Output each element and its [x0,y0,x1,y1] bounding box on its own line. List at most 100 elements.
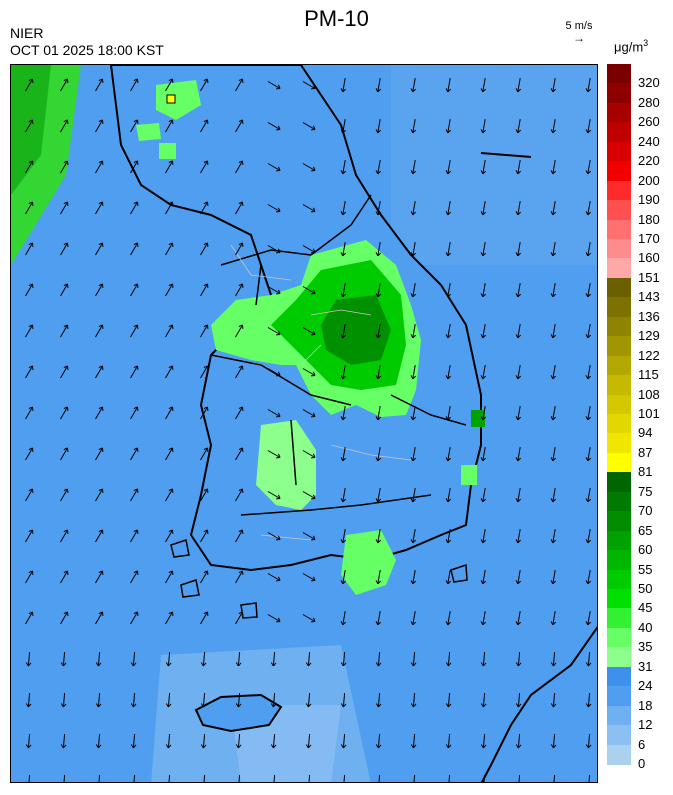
wind-arrow-head [98,488,104,493]
wind-arrow-head [25,703,32,708]
wind-arrow [342,365,346,379]
wind-arrow-head [515,293,522,298]
wind-arrow [412,365,416,379]
wind-arrow [517,119,521,133]
wind-arrow [95,611,103,625]
wind-arrow [447,488,451,502]
colorbar-segment [607,705,631,726]
wind-arrow-head [340,703,347,708]
wind-arrow [130,201,138,215]
colorbar-tick-label: 6 [638,736,646,752]
wind-arrow [377,242,381,256]
wind-arrow [165,365,173,379]
wind-arrow [60,160,68,174]
wind-arrow-head [515,88,522,93]
wind-arrow [267,81,281,89]
wind-arrow [342,570,346,584]
wind-arrow [342,324,346,338]
wind-arrow [447,160,451,174]
wind-arrow-head [480,498,487,503]
wind-arrow [95,242,103,256]
colorbar-segment [607,336,631,357]
colorbar-tick-label: 35 [638,639,653,655]
wind-arrow [517,201,521,215]
wind-arrow [377,692,381,708]
wind-arrow [377,529,381,543]
north-green-area [156,80,201,120]
wind-arrow-head [410,170,417,175]
wind-arrow-head [410,293,417,298]
wind-arrow [130,529,138,543]
wind-arrow [235,242,243,256]
wind-arrow-head [585,293,592,298]
colorbar-segment [607,355,631,376]
wind-arrow-head [133,570,139,575]
wind-arrow [235,283,243,297]
wind-arrow-head [168,119,174,124]
wind-arrow [587,611,591,625]
wind-arrow-head [515,334,522,339]
wind-arrow [302,204,316,212]
wind-arrow-head [305,703,312,708]
wind-arrow-head [550,457,557,462]
east-coast-green-patch [461,465,477,485]
wind-arrow-head [203,283,209,288]
wind-arrow [517,733,521,749]
wind-arrow-head [445,375,452,380]
wind-arrow-head [480,334,487,339]
wind-arrow [307,733,311,749]
wind-arrow-head [311,289,316,295]
wind-arrow-head [515,457,522,462]
wind-arrow-head [235,744,242,749]
wind-arrow [267,573,281,581]
wind-arrow [342,78,346,92]
wind-arrow-head [375,580,382,585]
wind-arrow [95,201,103,215]
agency-label: NIER [10,25,44,41]
hotspot-marker [166,94,176,104]
wind-arrow [95,160,103,174]
wind-arrow-head [515,375,522,380]
colorbar-tick-label: 170 [638,231,660,246]
wind-arrow-head [133,201,139,206]
wind-arrow [132,692,136,708]
colorbar-segment [607,569,631,590]
wind-arrow-head [203,447,209,452]
wind-arrow [552,201,556,215]
wind-arrow-head [515,539,522,544]
wind-arrow [587,324,591,338]
wind-arrow-head [270,662,277,667]
unit-exponent: 3 [643,38,649,48]
wind-arrow [62,651,66,667]
colorbar-segment [607,452,631,473]
wind-arrow [588,774,591,782]
wind-arrow-head [276,576,281,582]
wind-arrow [25,242,33,256]
wind-arrow [60,488,68,502]
colorbar-tick-label: 55 [638,561,653,577]
wind-arrow-head [480,744,487,749]
wind-arrow-head [63,570,69,575]
wind-arrow [377,447,381,461]
wind-arrow [412,447,416,461]
wind-arrow [552,447,556,461]
wind-arrow-head [480,88,487,93]
colorbar-segment [607,686,631,707]
wind-arrow-head [550,334,557,339]
wind-arrow-head [311,84,316,90]
wind-arrow-head [133,365,139,370]
wind-arrow [302,245,316,253]
wind-arrow [587,488,591,502]
wind-arrow [377,201,381,215]
wind-arrow [587,242,591,256]
wind-arrow-head [515,498,522,503]
wind-arrow-head [480,375,487,380]
wind-arrow-head [28,529,34,534]
wind-arrow [552,651,556,667]
wind-arrow [267,204,281,212]
colorbar-tick-label: 45 [638,600,653,616]
colorbar-segment [607,64,631,84]
wind-arrow-head [305,662,312,667]
colorbar-tick-label: 180 [638,211,660,227]
wind-arrow-head [311,453,316,459]
